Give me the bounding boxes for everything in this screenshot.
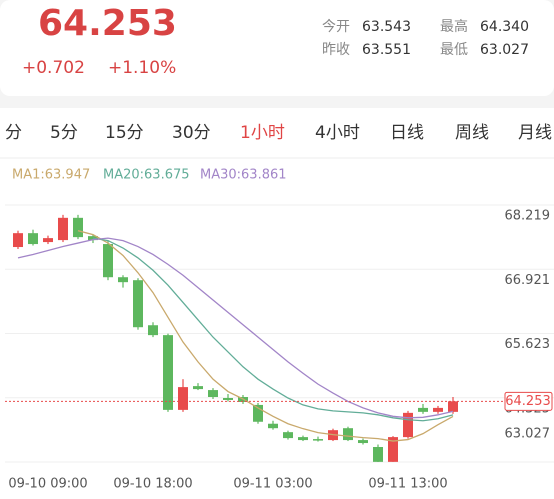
change-pct: +1.10% bbox=[108, 58, 176, 78]
ma-line bbox=[17, 237, 454, 419]
price-box bbox=[504, 391, 553, 411]
tab[interactable]: 周线 bbox=[455, 123, 489, 143]
legend-entry: MA1:63.947 bbox=[12, 168, 90, 183]
stat-value: 64.340 bbox=[480, 19, 529, 35]
tab[interactable]: 4小时 bbox=[315, 123, 360, 143]
candle-body bbox=[223, 397, 233, 400]
candle-body bbox=[388, 437, 398, 462]
candle-body bbox=[433, 407, 443, 412]
candle-body bbox=[118, 277, 128, 283]
stat-label: 昨收 bbox=[322, 42, 350, 58]
candle-body bbox=[133, 280, 143, 328]
candle-body bbox=[313, 439, 323, 441]
y-tick-label: 63.027 bbox=[505, 427, 551, 442]
y-tick-label: 65.623 bbox=[505, 337, 551, 352]
candle-body bbox=[343, 428, 353, 441]
y-tick-label: 66.921 bbox=[505, 273, 551, 288]
legend-entry: MA20:63.675 bbox=[103, 168, 190, 183]
candle-body bbox=[28, 233, 38, 245]
quote-card bbox=[0, 0, 554, 96]
candle-body bbox=[298, 437, 308, 441]
candle-body bbox=[43, 238, 53, 243]
candle-body bbox=[448, 401, 458, 412]
candle-body bbox=[178, 387, 188, 410]
candle-body bbox=[283, 432, 293, 439]
x-tick-label: 09-11 03:00 bbox=[233, 477, 312, 492]
candle-body bbox=[373, 447, 383, 462]
candle-body bbox=[103, 244, 113, 278]
candle-body bbox=[193, 386, 203, 390]
candle-body bbox=[253, 404, 263, 422]
x-tick-label: 09-11 13:00 bbox=[368, 477, 447, 492]
ma-line bbox=[92, 237, 454, 422]
stat-value: 63.027 bbox=[480, 42, 529, 58]
candle-body bbox=[73, 217, 83, 238]
candle-body bbox=[163, 335, 173, 410]
x-tick-label: 09-10 18:00 bbox=[113, 477, 192, 492]
price-label: 64.253 bbox=[505, 394, 551, 409]
candle-body bbox=[208, 390, 218, 398]
candle-body bbox=[418, 407, 428, 412]
candle-body bbox=[358, 440, 368, 444]
candle-body bbox=[403, 412, 413, 438]
tab[interactable]: 月线 bbox=[518, 123, 552, 143]
candle-body bbox=[148, 325, 158, 336]
stat-label: 今开 bbox=[322, 19, 350, 35]
stat-value: 63.551 bbox=[362, 42, 411, 58]
legend-entry: MA30:63.861 bbox=[200, 168, 287, 183]
x-tick-label: 09-10 09:00 bbox=[8, 477, 87, 492]
candle-body bbox=[58, 217, 68, 241]
tab[interactable]: 30分 bbox=[172, 123, 211, 143]
y-tick-label: 68.219 bbox=[505, 209, 551, 224]
candle-body bbox=[268, 423, 278, 429]
stat-value: 63.543 bbox=[362, 19, 411, 35]
price: 64.253 bbox=[38, 3, 177, 44]
tab[interactable]: 5分 bbox=[50, 123, 78, 143]
candle-body bbox=[13, 233, 23, 248]
ma-line bbox=[77, 230, 454, 442]
tab[interactable]: 日线 bbox=[390, 123, 424, 143]
stat-label: 最高 bbox=[440, 18, 468, 35]
chart-panel bbox=[0, 108, 554, 499]
tab[interactable]: 1小时 bbox=[240, 123, 285, 143]
change: +0.702 bbox=[22, 58, 85, 78]
stat-label: 最低 bbox=[440, 42, 468, 58]
tab[interactable]: 分 bbox=[5, 123, 22, 143]
tab[interactable]: 15分 bbox=[105, 123, 144, 143]
